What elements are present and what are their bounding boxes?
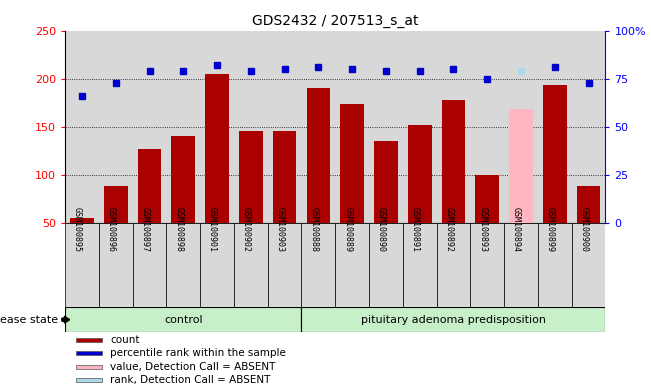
Text: value, Detection Call = ABSENT: value, Detection Call = ABSENT <box>110 362 275 372</box>
Title: GDS2432 / 207513_s_at: GDS2432 / 207513_s_at <box>252 14 419 28</box>
Bar <box>301 307 605 332</box>
Bar <box>104 186 128 223</box>
Text: GSM100899: GSM100899 <box>546 207 555 252</box>
Bar <box>369 223 403 307</box>
Bar <box>70 218 94 223</box>
Bar <box>408 125 432 223</box>
Bar <box>475 175 499 223</box>
Text: GSM100902: GSM100902 <box>242 207 251 252</box>
Text: GSM100903: GSM100903 <box>275 207 284 252</box>
Bar <box>138 149 161 223</box>
Bar <box>441 100 465 223</box>
Text: control: control <box>164 314 202 325</box>
Text: GSM100889: GSM100889 <box>343 207 352 252</box>
Text: GSM100891: GSM100891 <box>411 207 420 252</box>
Bar <box>268 223 301 307</box>
Bar <box>99 223 133 307</box>
Text: GSM100901: GSM100901 <box>208 207 217 252</box>
Bar <box>403 223 437 307</box>
Text: GSM100900: GSM100900 <box>579 207 589 252</box>
Bar <box>239 131 262 223</box>
Bar <box>167 223 201 307</box>
Text: count: count <box>110 335 139 345</box>
Bar <box>509 109 533 223</box>
Bar <box>301 223 335 307</box>
Text: rank, Detection Call = ABSENT: rank, Detection Call = ABSENT <box>110 376 270 384</box>
Bar <box>234 223 268 307</box>
Bar <box>538 223 572 307</box>
Bar <box>307 88 330 223</box>
Text: GSM100888: GSM100888 <box>309 207 318 252</box>
Bar <box>133 223 167 307</box>
Bar <box>76 378 102 382</box>
Bar <box>470 223 504 307</box>
Bar <box>335 223 369 307</box>
Bar <box>76 365 102 369</box>
Text: disease state: disease state <box>0 314 59 325</box>
Text: GSM100894: GSM100894 <box>512 207 521 252</box>
Bar <box>273 131 296 223</box>
Bar <box>76 338 102 342</box>
Bar <box>374 141 398 223</box>
Bar <box>205 74 229 223</box>
Bar <box>201 223 234 307</box>
Bar <box>171 136 195 223</box>
Text: GSM100896: GSM100896 <box>107 207 116 252</box>
Text: GSM100893: GSM100893 <box>478 207 487 252</box>
Bar <box>65 223 99 307</box>
Text: GSM100897: GSM100897 <box>141 207 150 252</box>
Text: GSM100892: GSM100892 <box>445 207 454 252</box>
Bar <box>437 223 470 307</box>
Bar <box>340 104 364 223</box>
Text: GSM100895: GSM100895 <box>73 207 82 252</box>
Bar <box>65 307 301 332</box>
Bar <box>504 223 538 307</box>
Text: percentile rank within the sample: percentile rank within the sample <box>110 348 286 358</box>
Bar <box>572 223 605 307</box>
Bar <box>76 351 102 356</box>
Bar <box>577 186 600 223</box>
Text: GSM100898: GSM100898 <box>174 207 184 252</box>
Text: pituitary adenoma predisposition: pituitary adenoma predisposition <box>361 314 546 325</box>
Bar <box>543 86 566 223</box>
Text: GSM100890: GSM100890 <box>377 207 386 252</box>
